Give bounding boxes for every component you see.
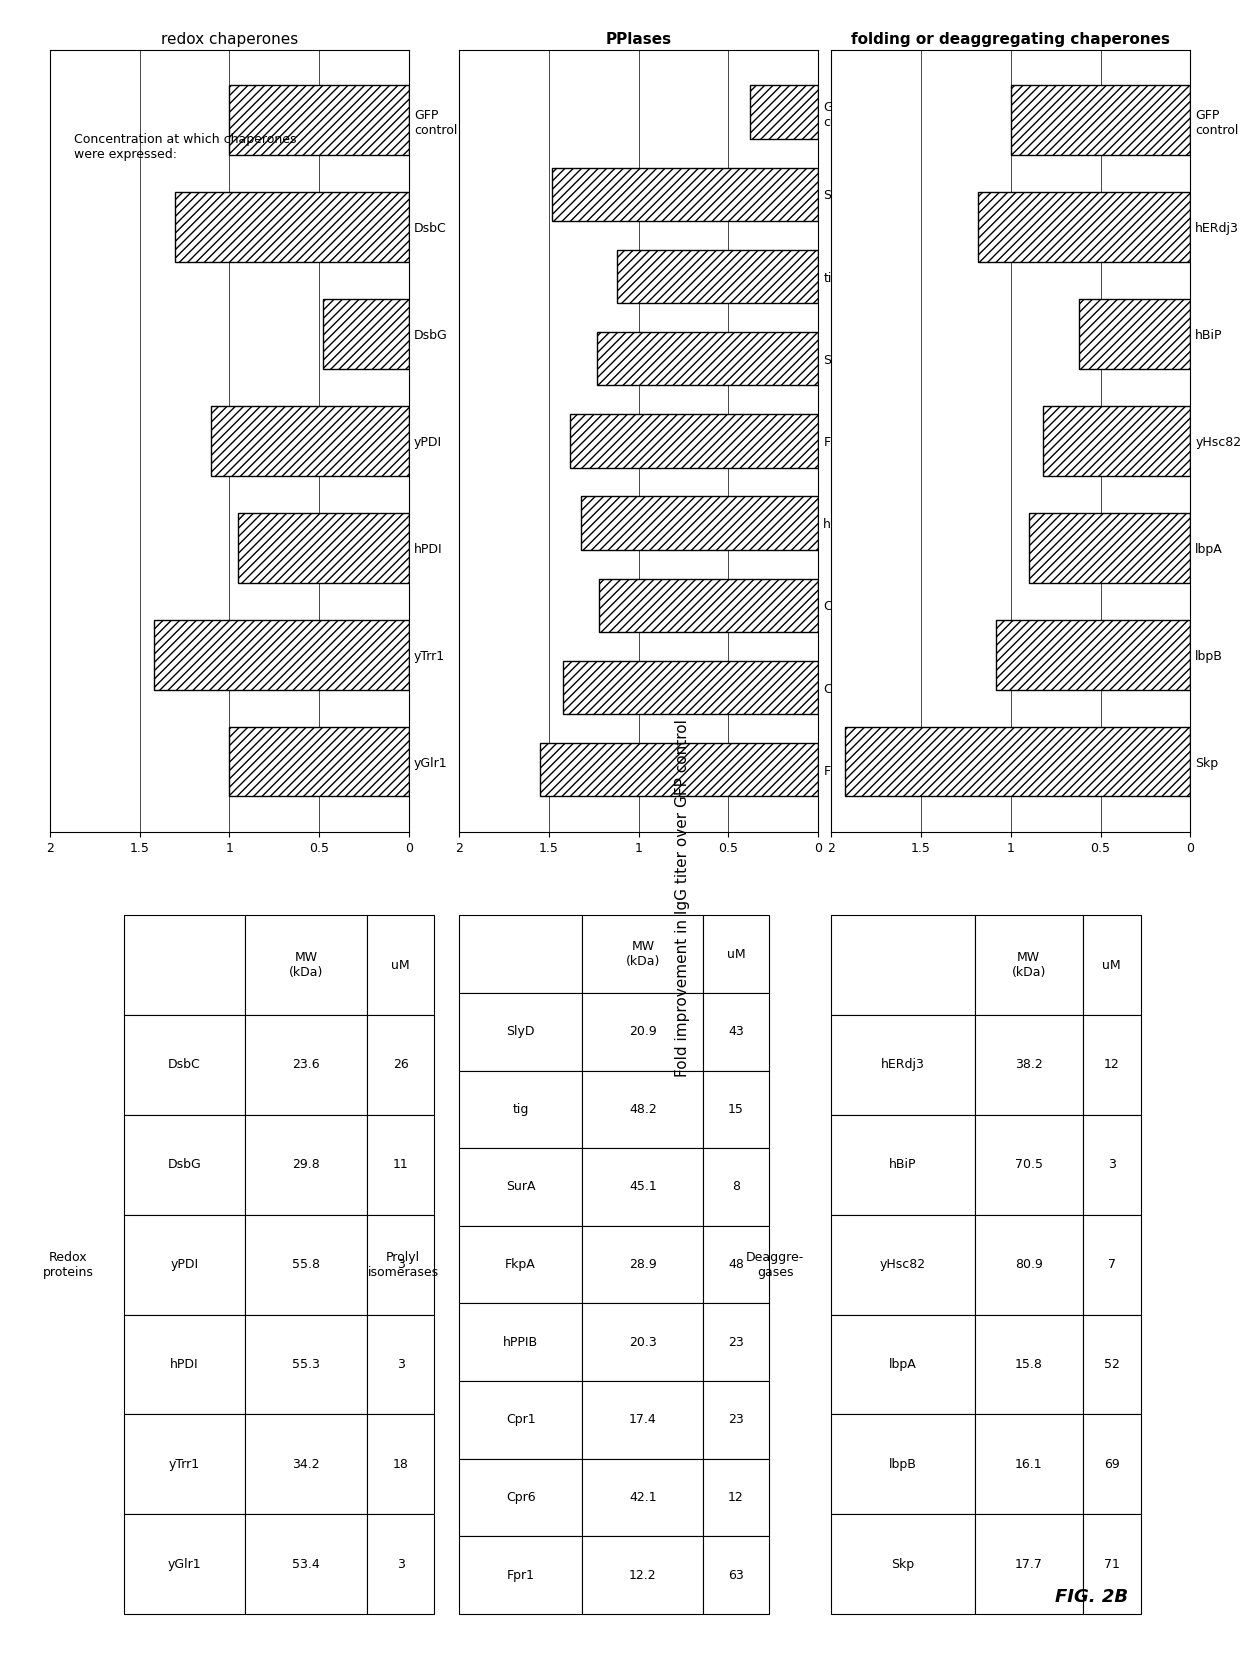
Bar: [750, 85, 818, 138]
Bar: [176, 193, 409, 261]
Text: Concentration at which chaperones
were expressed:: Concentration at which chaperones were e…: [74, 133, 296, 161]
Bar: [552, 168, 818, 221]
Bar: [322, 300, 409, 369]
Text: Fold improvement in IgG titer over GFP control: Fold improvement in IgG titer over GFP c…: [675, 719, 689, 1078]
Title: folding or deaggregating chaperones: folding or deaggregating chaperones: [851, 32, 1171, 47]
Bar: [978, 193, 1190, 261]
Bar: [539, 744, 818, 797]
Title: PPlases: PPlases: [605, 32, 672, 47]
Bar: [1079, 300, 1190, 369]
Text: FIG. 2B: FIG. 2B: [1055, 1589, 1127, 1606]
Bar: [211, 406, 409, 476]
Bar: [229, 85, 409, 155]
Bar: [229, 727, 409, 797]
Bar: [1011, 85, 1190, 155]
Bar: [154, 621, 409, 689]
Text: Redox
proteins: Redox proteins: [42, 1251, 94, 1278]
Bar: [846, 727, 1190, 797]
Bar: [582, 496, 818, 549]
Bar: [570, 414, 818, 468]
Bar: [563, 661, 818, 714]
Text: Deaggre-
gases: Deaggre- gases: [746, 1251, 804, 1278]
Bar: [618, 250, 818, 303]
Bar: [1028, 513, 1190, 582]
Bar: [996, 621, 1190, 689]
Text: Prolyl
isomerases: Prolyl isomerases: [367, 1251, 439, 1278]
Bar: [598, 333, 818, 386]
Bar: [238, 513, 409, 582]
Title: redox chaperones: redox chaperones: [161, 32, 298, 47]
Bar: [599, 579, 818, 632]
Bar: [1043, 406, 1190, 476]
